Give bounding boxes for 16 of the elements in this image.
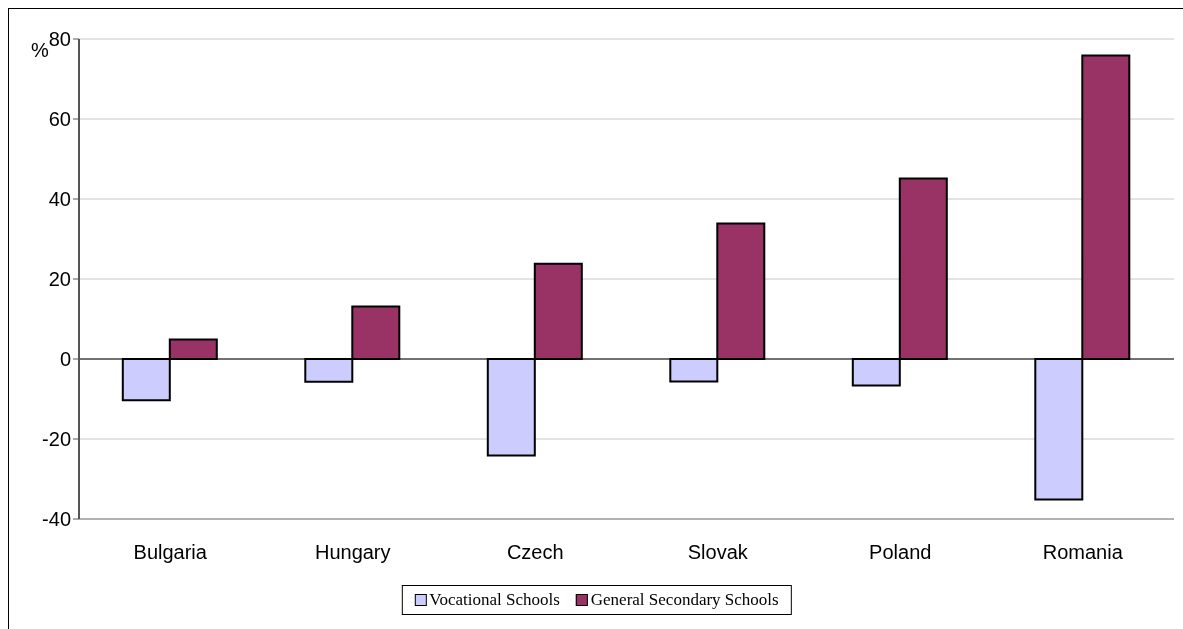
y-axis-title: % xyxy=(31,39,49,62)
x-tick-label: Hungary xyxy=(314,541,391,564)
x-tick-label: Poland xyxy=(869,541,932,564)
x-tick-label: Slovak xyxy=(687,541,749,564)
y-tick-label: 80 xyxy=(48,28,71,51)
y-tick-label: 0 xyxy=(59,348,71,371)
y-tick-label: -20 xyxy=(42,428,71,451)
legend-label: Vocational Schools xyxy=(429,590,560,610)
y-tick-label: -40 xyxy=(42,508,71,531)
y-tick-label: 60 xyxy=(48,108,71,131)
y-tick-label: 40 xyxy=(48,188,71,211)
x-tick-label: Czech xyxy=(506,541,564,564)
x-tick-label: Bulgaria xyxy=(133,541,208,564)
y-tick-label: 20 xyxy=(48,268,71,291)
x-tick-label: Romania xyxy=(1042,541,1124,564)
legend-label: General Secondary Schools xyxy=(590,590,779,610)
